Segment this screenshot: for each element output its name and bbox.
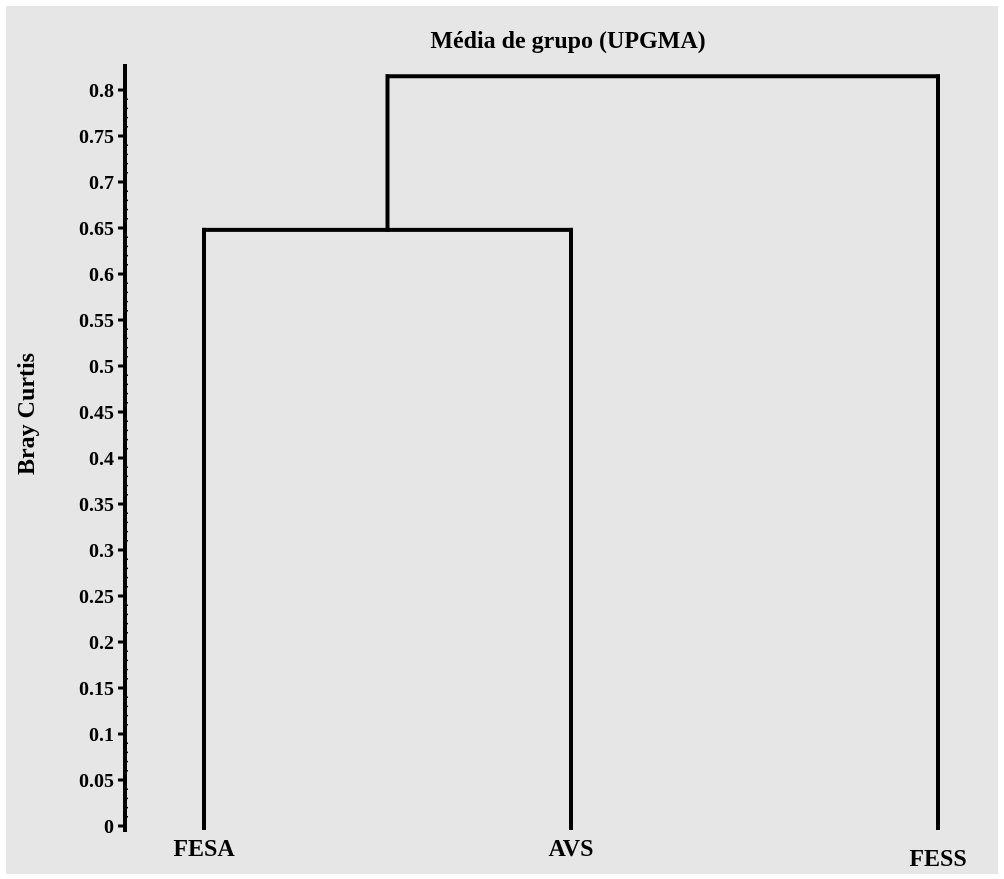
dendrogram-chart: Média de grupo (UPGMA) Bray Curtis 0 0.05… xyxy=(14,28,967,872)
y-tick-label: 0.2 xyxy=(89,632,114,654)
y-tick-label: 0.75 xyxy=(79,126,114,148)
leaf-label-fesa: FESA xyxy=(173,836,235,862)
y-tick-label: 0.7 xyxy=(89,172,114,194)
y-tick-label: 0.6 xyxy=(89,264,114,286)
y-tick-label: 0.1 xyxy=(89,724,114,746)
leaf-labels: FESA AVS FESS xyxy=(173,836,966,872)
dendrogram-branches xyxy=(202,74,940,830)
y-tick-label: 0.4 xyxy=(89,448,114,470)
chart-area: Média de grupo (UPGMA) Bray Curtis 0 0.05… xyxy=(6,6,998,874)
leaf-label-fess: FESS xyxy=(909,846,966,872)
y-tick-label: 0.5 xyxy=(89,356,114,378)
y-tick-label: 0.15 xyxy=(79,678,114,700)
y-axis-label: Bray Curtis xyxy=(14,353,40,475)
y-tick-label: 0.3 xyxy=(89,540,114,562)
y-tick-label: 0.25 xyxy=(79,586,114,608)
y-tick-label: 0.35 xyxy=(79,494,114,516)
y-tick-label: 0 xyxy=(104,816,114,838)
chart-title: Média de grupo (UPGMA) xyxy=(430,28,705,54)
y-tick-label: 0.45 xyxy=(79,402,114,424)
leaf-label-avs: AVS xyxy=(549,836,594,862)
y-tick-label: 0.05 xyxy=(79,770,114,792)
y-tick-label: 0.65 xyxy=(79,218,114,240)
y-tick-label: 0.8 xyxy=(89,80,114,102)
y-tick-label: 0.55 xyxy=(79,310,114,332)
y-axis-ticks: 0 0.05 0.1 0.15 0.2 0.25 0.3 0.35 0.4 0.45 0.5 0.55… xyxy=(79,80,128,838)
